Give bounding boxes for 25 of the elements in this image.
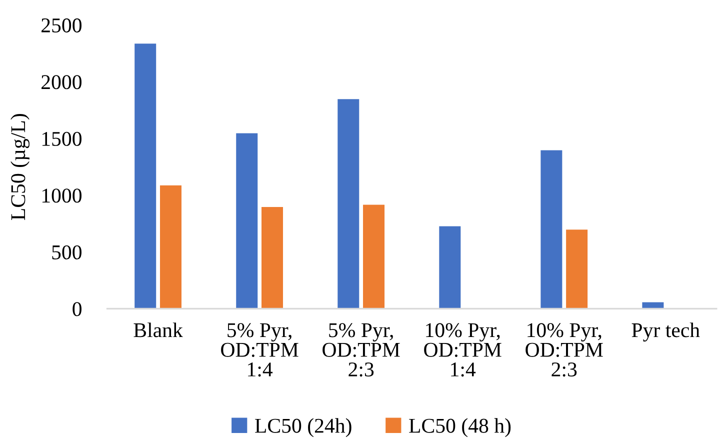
- y-tick-label: 1500: [42, 132, 82, 146]
- bar: [362, 204, 386, 309]
- y-tick-label: 500: [52, 245, 82, 260]
- x-tick-label: Blank: [134, 322, 183, 338]
- bar: [641, 301, 665, 309]
- y-tick-label: 0: [72, 302, 82, 316]
- x-tick-label: 10% Pyr, OD:TPM 2:3: [526, 323, 603, 377]
- bar: [260, 206, 284, 309]
- x-tick-label: Pyr tech: [632, 322, 700, 342]
- y-tick-label: 2500: [42, 18, 82, 32]
- bar: [438, 225, 462, 309]
- legend-label: LC50 (48 h): [409, 418, 511, 438]
- x-tick-label: 5% Pyr, OD:TPM 1:4: [221, 323, 298, 377]
- x-tick-label: 5% Pyr, OD:TPM 2:3: [322, 323, 400, 377]
- bar: [565, 228, 588, 309]
- y-tick-label: 1000: [42, 188, 82, 203]
- x-tick-label: 10% Pyr, OD:TPM 1:4: [424, 323, 502, 377]
- y-axis-title: LC50 (µg/L): [10, 114, 30, 220]
- bar: [159, 184, 182, 309]
- bar: [235, 132, 258, 309]
- bar: [336, 98, 360, 309]
- bar: [540, 149, 564, 309]
- y-tick-label: 2000: [42, 75, 82, 90]
- bar: [134, 42, 157, 309]
- legend-label: LC50 (24h): [255, 418, 352, 438]
